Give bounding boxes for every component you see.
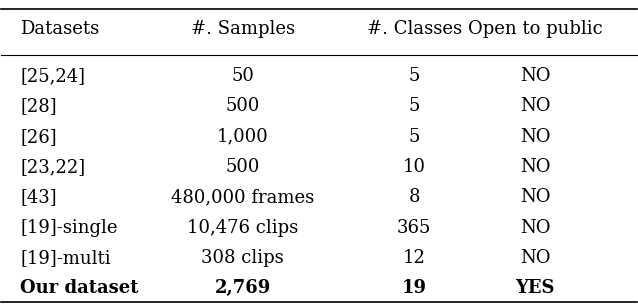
Text: #. Samples: #. Samples [191,20,295,38]
Text: 19: 19 [402,279,427,297]
Text: YES: YES [516,279,554,297]
Text: [43]: [43] [20,188,57,206]
Text: NO: NO [520,158,550,176]
Text: NO: NO [520,249,550,267]
Text: Our dataset: Our dataset [20,279,139,297]
Text: NO: NO [520,219,550,237]
Text: 5: 5 [408,67,420,85]
Text: 10: 10 [403,158,426,176]
Text: 12: 12 [403,249,426,267]
Text: NO: NO [520,97,550,116]
Text: 10,476 clips: 10,476 clips [187,219,299,237]
Text: [28]: [28] [20,97,57,116]
Text: 480,000 frames: 480,000 frames [171,188,315,206]
Text: [19]-single: [19]-single [20,219,118,237]
Text: [26]: [26] [20,128,57,146]
Text: NO: NO [520,188,550,206]
Text: NO: NO [520,128,550,146]
Text: 1,000: 1,000 [217,128,269,146]
Text: 2,769: 2,769 [214,279,271,297]
Text: 50: 50 [232,67,254,85]
Text: #. Classes: #. Classes [367,20,462,38]
Text: Datasets: Datasets [20,20,100,38]
Text: 8: 8 [408,188,420,206]
Text: 365: 365 [397,219,431,237]
Text: [23,22]: [23,22] [20,158,85,176]
Text: NO: NO [520,67,550,85]
Text: [25,24]: [25,24] [20,67,85,85]
Text: [19]-multi: [19]-multi [20,249,111,267]
Text: 500: 500 [226,97,260,116]
Text: 5: 5 [408,97,420,116]
Text: 500: 500 [226,158,260,176]
Text: Open to public: Open to public [468,20,602,38]
Text: 308 clips: 308 clips [202,249,284,267]
Text: 5: 5 [408,128,420,146]
